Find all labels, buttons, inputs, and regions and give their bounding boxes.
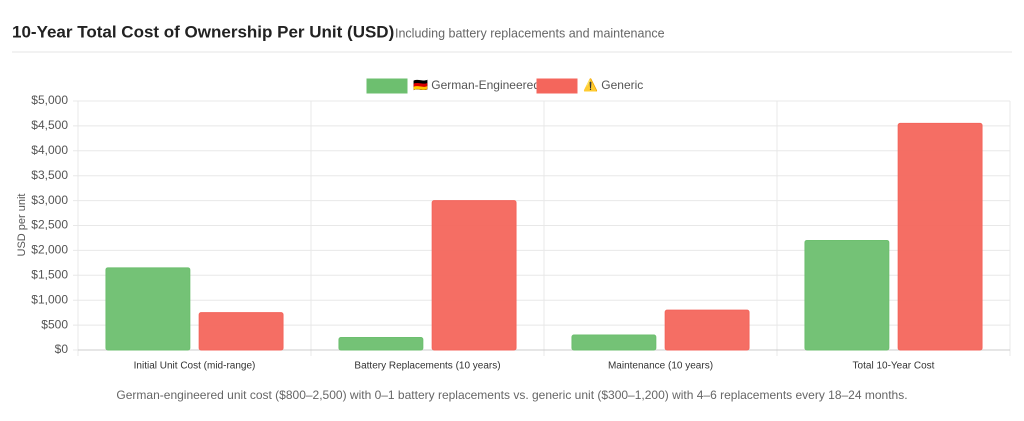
y-tick-label: $3,500 <box>31 168 68 182</box>
legend-swatch <box>366 78 408 94</box>
legend-label: 🇩🇪 German-Engineered <box>413 78 540 92</box>
bar <box>338 337 424 351</box>
x-tick-label: Initial Unit Cost (mid-range) <box>134 361 256 372</box>
bar <box>664 309 750 351</box>
bar <box>897 122 983 351</box>
bar <box>804 239 890 351</box>
bar <box>571 334 657 351</box>
chart-title: 10-Year Total Cost of Ownership Per Unit… <box>12 22 394 41</box>
y-tick-label: $4,000 <box>31 143 68 157</box>
y-tick-label: $1,500 <box>31 267 68 281</box>
y-tick-label: $3,000 <box>31 193 68 207</box>
y-tick-label: $1,000 <box>31 292 68 306</box>
x-tick-label: Maintenance (10 years) <box>608 361 713 372</box>
bar <box>105 267 191 351</box>
x-tick-label: Total 10-Year Cost <box>853 361 935 372</box>
y-tick-label: $2,500 <box>31 218 68 232</box>
chart-subtitle: Including battery replacements and maint… <box>395 26 665 40</box>
y-tick-label: $5,000 <box>31 93 68 107</box>
legend-swatch <box>536 78 578 94</box>
y-tick-label: $0 <box>55 342 69 356</box>
y-tick-label: $4,500 <box>31 118 68 132</box>
x-tick-label: Battery Replacements (10 years) <box>354 361 500 372</box>
y-tick-label: $2,000 <box>31 243 68 257</box>
footnote: German-engineered unit cost ($800–2,500)… <box>116 388 907 402</box>
bar <box>431 200 517 351</box>
y-tick-label: $500 <box>41 317 68 331</box>
legend-label: ⚠️ Generic <box>583 78 643 92</box>
y-axis-label: USD per unit <box>16 194 28 257</box>
bar <box>198 312 284 351</box>
